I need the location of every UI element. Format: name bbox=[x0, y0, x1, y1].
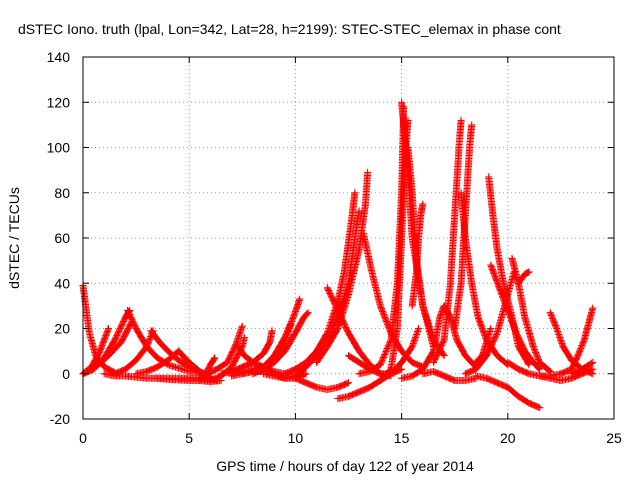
data-series bbox=[79, 98, 597, 412]
y-tick-label: 140 bbox=[47, 49, 71, 65]
chart-title: dSTEC Iono. truth (lpal, Lon=342, Lat=28… bbox=[18, 21, 561, 37]
x-tick-label: 0 bbox=[79, 430, 87, 446]
y-tick-label: 40 bbox=[54, 275, 70, 291]
series-arc-42 bbox=[472, 325, 495, 366]
x-tick-label: 5 bbox=[185, 430, 193, 446]
series-arc-49 bbox=[546, 309, 597, 378]
series-arc-50 bbox=[557, 304, 597, 378]
series-arc-25 bbox=[313, 168, 372, 366]
series-arc-43 bbox=[487, 261, 544, 373]
series-markers bbox=[472, 372, 544, 412]
x-axis-label: GPS time / hours of day 122 of year 2014 bbox=[216, 458, 474, 474]
series-markers bbox=[404, 144, 437, 351]
series-markers bbox=[430, 116, 465, 366]
series-arc-22 bbox=[291, 374, 352, 394]
series-arc-14 bbox=[202, 322, 246, 378]
x-tick-label: 15 bbox=[394, 430, 410, 446]
series-arc-46 bbox=[472, 372, 544, 412]
y-tick-label: 80 bbox=[54, 185, 70, 201]
series-markers bbox=[514, 268, 533, 287]
series-markers bbox=[419, 368, 480, 384]
series-markers bbox=[202, 322, 246, 378]
axis-ticks: 0 5 10 15 20 25 -20 0 20 40 60 80 100 120 140 bbox=[47, 49, 622, 446]
series-arc-33 bbox=[408, 200, 427, 310]
series-markers bbox=[124, 306, 214, 378]
series-markers bbox=[457, 189, 512, 369]
y-tick-label: 100 bbox=[47, 140, 71, 156]
series-arc-05 bbox=[124, 306, 214, 378]
series-markers bbox=[132, 347, 183, 378]
series-markers bbox=[398, 302, 448, 382]
y-tick-label: -20 bbox=[50, 411, 70, 427]
series-arc-37 bbox=[430, 116, 465, 366]
series-arc-32 bbox=[404, 144, 437, 351]
x-tick-label: 25 bbox=[606, 430, 622, 446]
y-axis-label: dSTEC / TECUs bbox=[6, 187, 22, 289]
series-arc-45 bbox=[514, 268, 533, 287]
series-arc-34 bbox=[398, 302, 448, 382]
series-markers bbox=[472, 325, 495, 366]
series-markers bbox=[487, 261, 544, 373]
y-tick-label: 20 bbox=[54, 321, 70, 337]
y-tick-label: 0 bbox=[62, 366, 70, 382]
y-tick-label: 60 bbox=[54, 230, 70, 246]
grid bbox=[83, 57, 614, 419]
series-markers bbox=[568, 358, 597, 378]
y-tick-label: 120 bbox=[47, 94, 71, 110]
series-markers bbox=[291, 374, 352, 394]
series-arc-09 bbox=[132, 347, 183, 378]
series-markers bbox=[557, 304, 597, 378]
x-tick-label: 10 bbox=[288, 430, 304, 446]
series-markers bbox=[408, 200, 427, 310]
series-markers bbox=[313, 168, 372, 366]
x-tick-label: 20 bbox=[500, 430, 516, 446]
series-arc-39 bbox=[457, 189, 512, 369]
series-arc-36 bbox=[419, 368, 480, 384]
series-markers bbox=[546, 309, 597, 378]
series-arc-51 bbox=[568, 358, 597, 378]
